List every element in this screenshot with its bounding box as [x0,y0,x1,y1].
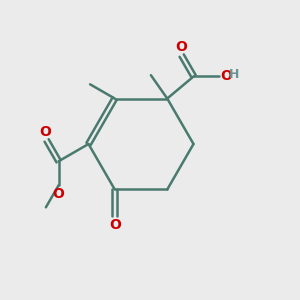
Text: H: H [229,68,239,81]
Text: O: O [176,40,188,54]
Text: O: O [39,125,51,139]
Text: O: O [53,187,64,201]
Text: O: O [109,218,121,232]
Text: O: O [221,69,232,83]
